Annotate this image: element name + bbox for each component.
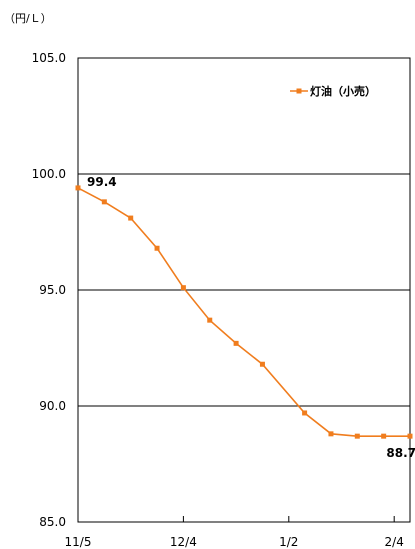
x-tick-label: 2/4 <box>385 535 404 549</box>
legend-label: 灯油（小売） <box>310 84 376 98</box>
gridlines <box>78 173 410 407</box>
data-label: 99.4 <box>87 175 117 189</box>
series-line <box>77 187 410 438</box>
x-tick-label: 11/5 <box>65 535 92 549</box>
plot-frame <box>77 57 411 523</box>
data-point <box>180 285 186 291</box>
data-labels: 99.4 88.7 <box>87 175 415 460</box>
data-point <box>354 433 360 439</box>
data-point <box>328 431 334 437</box>
data-point <box>259 361 265 367</box>
y-tick-label: 100.0 <box>32 167 66 181</box>
data-label: 88.7 <box>386 446 415 460</box>
y-axis-ticks: 85.0 90.0 95.0 100.0 105.0 <box>32 51 66 529</box>
series-layer <box>75 185 413 439</box>
legend-marker <box>296 88 302 94</box>
legend: 灯油（小売） <box>290 84 376 98</box>
x-axis-ticks: 11/5 12/4 1/2 2/4 <box>65 516 404 549</box>
y-tick-label: 90.0 <box>39 399 66 413</box>
y-tick-label: 95.0 <box>39 283 66 297</box>
x-tick-label: 12/4 <box>170 535 197 549</box>
data-point <box>302 410 308 416</box>
data-point <box>381 433 387 439</box>
data-point <box>407 433 413 439</box>
data-point <box>233 340 239 346</box>
data-point <box>101 199 107 205</box>
data-point <box>207 317 213 323</box>
y-axis-unit-label: （円/Ｌ） <box>4 12 52 25</box>
y-tick-label: 85.0 <box>39 515 66 529</box>
data-point <box>128 215 134 221</box>
y-tick-label: 105.0 <box>32 51 66 65</box>
x-tick-label: 1/2 <box>279 535 298 549</box>
data-point <box>75 185 81 191</box>
data-point <box>154 245 160 251</box>
